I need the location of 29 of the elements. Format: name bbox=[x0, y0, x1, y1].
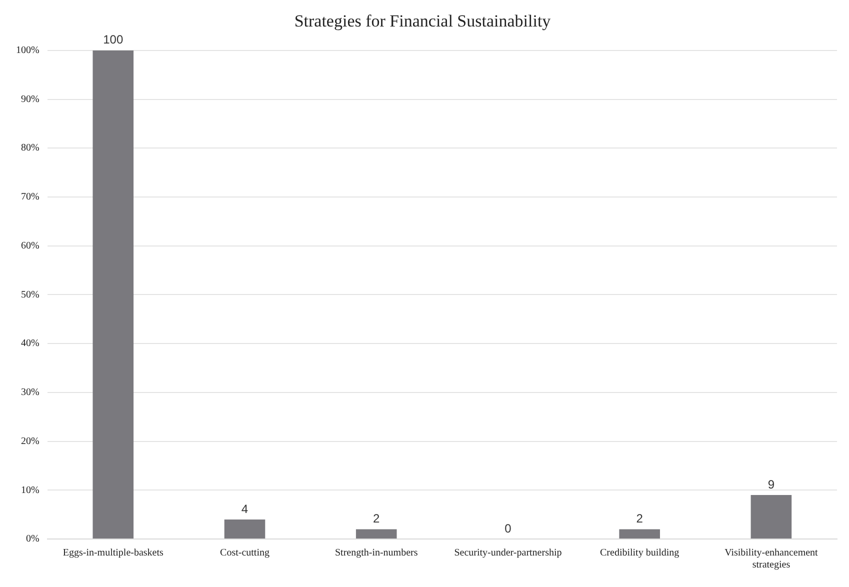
y-tick-label: 50% bbox=[20, 289, 40, 300]
y-tick-label: 0% bbox=[26, 534, 40, 545]
data-label: 9 bbox=[768, 477, 775, 492]
y-tick-label: 40% bbox=[20, 338, 40, 350]
data-label: 2 bbox=[636, 512, 644, 526]
y-tick-label: 70% bbox=[20, 192, 40, 203]
bar bbox=[356, 529, 397, 538]
y-tick-label: 60% bbox=[20, 240, 40, 252]
x-tick-label: Cost-cutting bbox=[220, 548, 270, 559]
bar bbox=[224, 519, 266, 538]
x-tick-label: Credibility building bbox=[600, 548, 680, 559]
x-tick-label: Eggs-in-multiple-baskets bbox=[62, 548, 164, 559]
data-label: 2 bbox=[373, 512, 380, 526]
y-tick-label: 10% bbox=[20, 484, 40, 496]
bar bbox=[750, 495, 792, 538]
bar bbox=[92, 50, 134, 538]
x-tick-label: Security-under-partnership bbox=[454, 548, 562, 559]
bar bbox=[619, 529, 660, 538]
x-tick-label: Strength-in-numbers bbox=[334, 548, 418, 559]
y-tick-label: 100% bbox=[16, 45, 40, 56]
data-label: 4 bbox=[241, 502, 248, 516]
y-tick-label: 20% bbox=[20, 436, 40, 447]
data-label: 100 bbox=[103, 32, 124, 47]
y-tick-label: 90% bbox=[20, 94, 40, 105]
chart-title: Strategies for Financial Sustainability bbox=[294, 12, 552, 31]
data-label: 0 bbox=[504, 521, 512, 536]
y-tick-label: 30% bbox=[20, 387, 40, 398]
y-tick-label: 80% bbox=[20, 142, 40, 154]
x-tick-label: Visibility-enhancement strategies bbox=[724, 548, 818, 571]
